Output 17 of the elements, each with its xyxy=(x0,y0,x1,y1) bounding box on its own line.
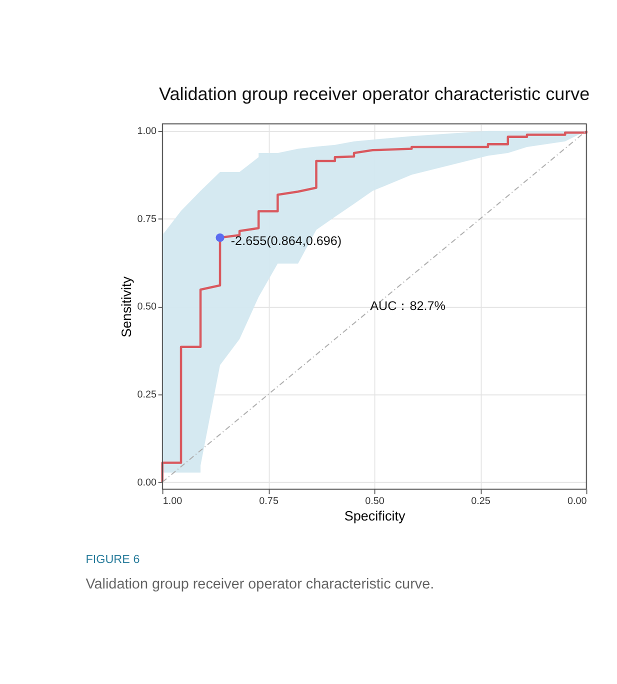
x-axis-title: Specificity xyxy=(344,508,406,524)
x-tick-label: 1.00 xyxy=(162,496,183,508)
x-tick-label: 0.00 xyxy=(568,496,588,508)
y-axis-title: Sensitivity xyxy=(118,276,134,338)
x-tick-label: 0.75 xyxy=(259,496,279,508)
x-tick-label: 0.25 xyxy=(471,496,491,508)
y-tick-label: 0.50 xyxy=(137,302,157,313)
text: Validation group receiver operator characteristic curve. xyxy=(86,576,434,592)
y-tick-label: 0.00 xyxy=(137,477,157,488)
y-tick-label: 1.00 xyxy=(137,126,157,137)
x-tick-label: 0.50 xyxy=(365,496,385,508)
chart-title: Validation group receiver operator characteristic curve xyxy=(159,84,590,104)
y-tick-label: 0.25 xyxy=(137,389,157,400)
caption: FIGURE 6 xyxy=(86,553,140,566)
annotation: AUC：82.7% xyxy=(370,299,446,314)
y-tick-label: 0.75 xyxy=(137,214,157,225)
annotation: -2.655(0.864,0.696) xyxy=(230,234,342,248)
